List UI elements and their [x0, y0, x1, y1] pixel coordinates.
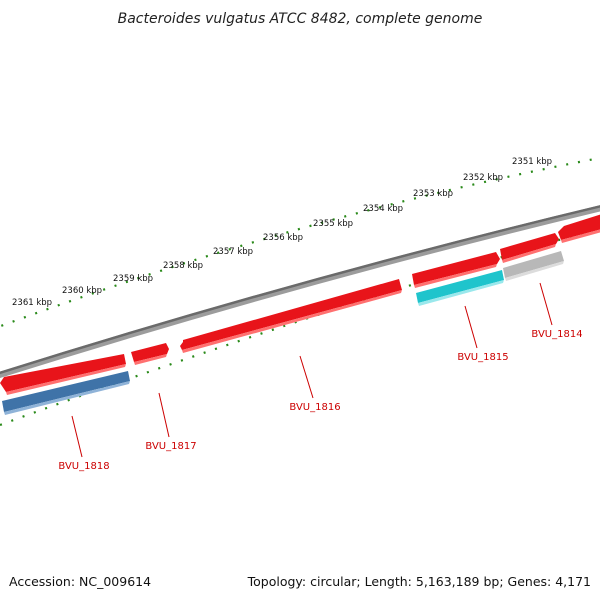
- kbp-label: 2358 kbp: [163, 261, 203, 271]
- kbp-label: 2352 kbp: [463, 173, 503, 183]
- gene-BVU_1815[interactable]: [412, 252, 504, 306]
- gene-BVU_1814[interactable]: [500, 233, 564, 281]
- kbp-label: 2361 kbp: [12, 298, 52, 308]
- kbp-label: 2354 kbp: [363, 204, 403, 214]
- gene-labels: BVU_1818 BVU_1817 BVU_1816 BVU_1815 BVU_…: [58, 329, 582, 472]
- gene-BVU_1818[interactable]: [0, 354, 130, 415]
- gene-label: BVU_1814: [531, 329, 582, 340]
- kbp-label: 2357 kbp: [213, 247, 253, 257]
- kbp-label: 2355 kbp: [313, 219, 353, 229]
- kbp-label: 2353 kbp: [413, 189, 453, 199]
- kbp-label: 2356 kbp: [263, 233, 303, 243]
- gene-partial-right[interactable]: [558, 214, 600, 243]
- kbp-label-group: 2361 kbp 2360 kbp 2359 kbp 2358 kbp 2357…: [12, 157, 552, 308]
- kbp-label: 2351 kbp: [512, 157, 552, 167]
- gene-BVU_1816[interactable]: [180, 279, 402, 353]
- gene-label: BVU_1815: [457, 352, 508, 363]
- map-title: Bacteroides vulgatus ATCC 8482, complete…: [118, 11, 483, 27]
- kbp-label: 2360 kbp: [62, 286, 102, 296]
- kbp-label: 2359 kbp: [113, 274, 153, 284]
- gene-label: BVU_1818: [58, 461, 109, 472]
- label-leaders: [71, 282, 553, 458]
- outer-tick-ruler: [0, 156, 600, 328]
- summary-text: Topology: circular; Length: 5,163,189 bp…: [247, 574, 591, 589]
- gene-label: BVU_1817: [145, 441, 196, 452]
- gene-label: BVU_1816: [289, 402, 340, 413]
- accession-text: Accession: NC_009614: [9, 574, 151, 589]
- genome-backbone: [0, 205, 600, 378]
- gene-BVU_1817[interactable]: [131, 343, 169, 365]
